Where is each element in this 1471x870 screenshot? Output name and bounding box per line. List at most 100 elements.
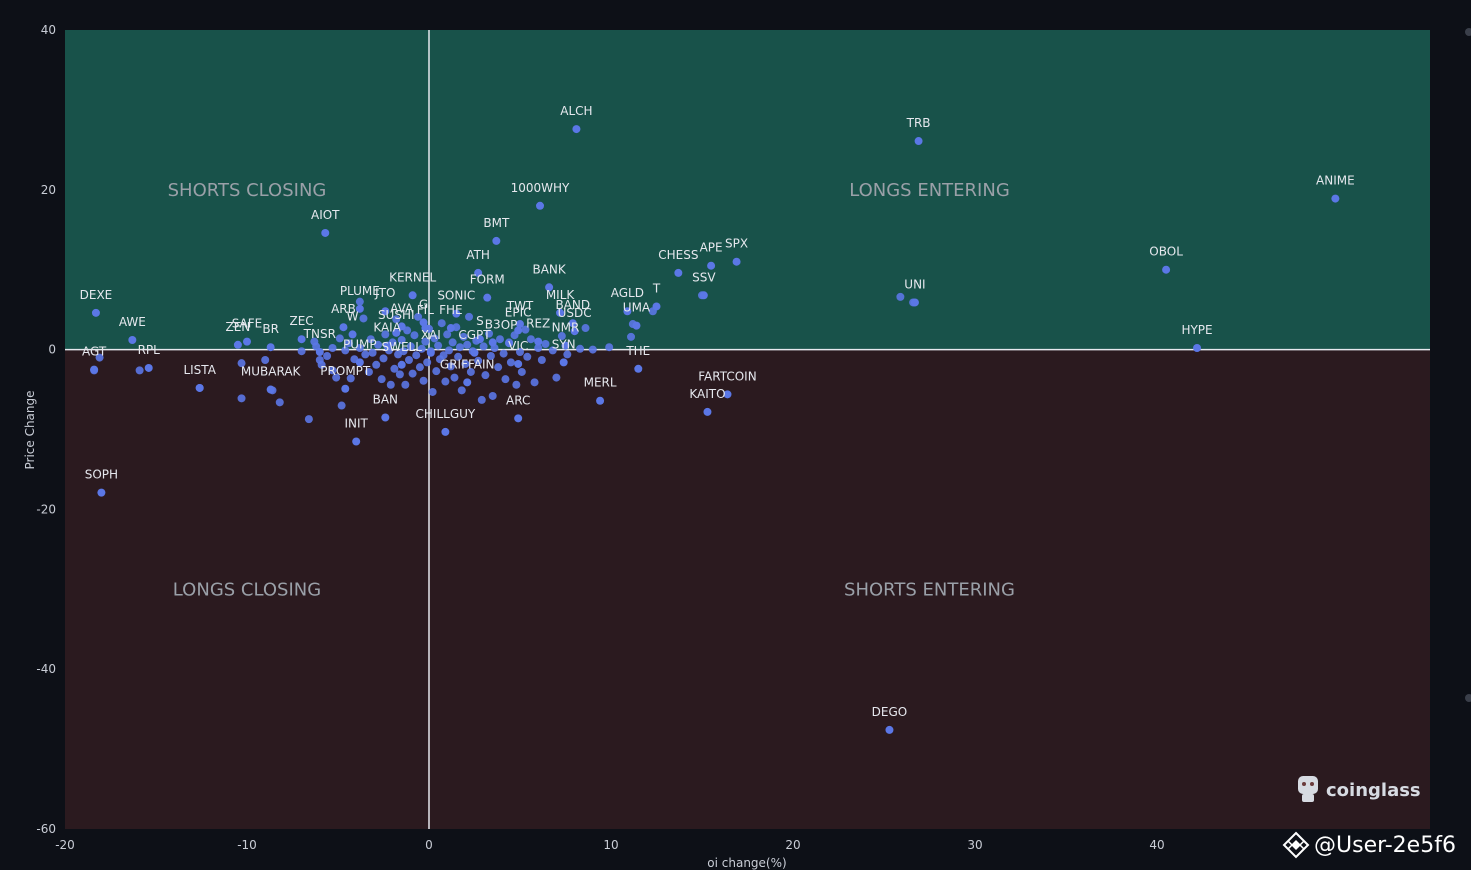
scatter-point[interactable] bbox=[455, 343, 464, 352]
scatter-point-chess[interactable] bbox=[674, 268, 683, 277]
scatter-point-swell[interactable] bbox=[397, 360, 406, 369]
scatter-point-twt[interactable] bbox=[516, 320, 524, 329]
scatter-point[interactable] bbox=[450, 373, 459, 382]
scatter-point-kernel[interactable] bbox=[408, 291, 417, 300]
scatter-point[interactable] bbox=[605, 343, 614, 352]
scatter-point-zec[interactable] bbox=[297, 335, 306, 344]
scatter-point-zen[interactable] bbox=[233, 340, 242, 349]
scatter-point[interactable] bbox=[410, 331, 419, 340]
scatter-point[interactable] bbox=[401, 380, 410, 389]
scatter-point-bmt[interactable] bbox=[492, 236, 501, 245]
scatter-point-fil[interactable] bbox=[421, 324, 430, 333]
scatter-point[interactable] bbox=[581, 324, 590, 333]
scatter-point[interactable] bbox=[428, 387, 437, 396]
scatter-point-griffain[interactable] bbox=[463, 378, 472, 387]
scatter-point-ath[interactable] bbox=[474, 268, 483, 277]
scatter-point[interactable] bbox=[448, 338, 457, 347]
scatter-point[interactable] bbox=[392, 315, 401, 324]
scatter-point[interactable] bbox=[275, 398, 284, 407]
scatter-point-prompt[interactable] bbox=[341, 384, 350, 393]
scatter-point[interactable] bbox=[463, 340, 472, 349]
scatter-point[interactable] bbox=[537, 355, 546, 364]
scatter-point-usdc[interactable] bbox=[570, 327, 579, 336]
scatter-point-uma[interactable] bbox=[632, 321, 641, 330]
scatter-point[interactable] bbox=[516, 347, 524, 356]
scatter-point[interactable] bbox=[377, 375, 386, 384]
scatter-point[interactable] bbox=[372, 360, 381, 369]
scatter-point[interactable] bbox=[135, 366, 144, 375]
scatter-point[interactable] bbox=[412, 351, 421, 360]
scatter-point-anime[interactable] bbox=[1331, 194, 1340, 203]
scatter-point[interactable] bbox=[474, 356, 483, 365]
scatter-point[interactable] bbox=[479, 342, 488, 351]
scatter-point[interactable] bbox=[552, 373, 561, 382]
scatter-point[interactable] bbox=[415, 363, 424, 372]
scatter-point[interactable] bbox=[896, 292, 905, 301]
scatter-point-xai[interactable] bbox=[426, 348, 435, 357]
scatter-point-nmr[interactable] bbox=[561, 341, 570, 350]
scatter-point[interactable] bbox=[366, 335, 375, 344]
scatter-point[interactable] bbox=[397, 336, 406, 345]
scatter-point-uni[interactable] bbox=[910, 298, 919, 307]
scatter-point[interactable] bbox=[355, 344, 364, 353]
scatter-point[interactable] bbox=[457, 386, 466, 395]
scatter-point-b3[interactable] bbox=[488, 338, 497, 347]
scroll-rail[interactable] bbox=[1456, 28, 1471, 708]
scatter-point[interactable] bbox=[486, 351, 495, 360]
scatter-point[interactable] bbox=[576, 344, 585, 353]
scatter-point-kaia[interactable] bbox=[383, 341, 392, 350]
scatter-point[interactable] bbox=[499, 349, 508, 358]
scatter-point[interactable] bbox=[355, 297, 364, 306]
scatter-point-w[interactable] bbox=[348, 330, 357, 339]
scatter-point[interactable] bbox=[430, 334, 439, 343]
scatter-point[interactable] bbox=[588, 345, 597, 354]
scatter-point[interactable] bbox=[432, 367, 441, 376]
scatter-point[interactable] bbox=[419, 376, 428, 385]
scatter-point[interactable] bbox=[459, 332, 468, 341]
scatter-point[interactable] bbox=[417, 344, 426, 353]
scatter-point-form[interactable] bbox=[483, 293, 492, 302]
scatter-point[interactable] bbox=[441, 377, 450, 386]
scroll-down-knob[interactable] bbox=[1465, 694, 1471, 702]
scatter-point[interactable] bbox=[501, 375, 510, 384]
scatter-point[interactable] bbox=[390, 364, 399, 373]
scatter-point-jto[interactable] bbox=[381, 307, 390, 316]
scatter-point-sonic[interactable] bbox=[452, 309, 461, 318]
scatter-point-arc[interactable] bbox=[514, 414, 523, 423]
scatter-point-awe[interactable] bbox=[128, 336, 137, 345]
scatter-point-merl[interactable] bbox=[596, 396, 605, 405]
scatter-point[interactable] bbox=[485, 329, 494, 338]
scatter-point[interactable] bbox=[517, 367, 526, 376]
scatter-point-1000why[interactable] bbox=[536, 201, 545, 210]
scatter-point-op[interactable] bbox=[505, 339, 514, 348]
scatter-point-cgpt[interactable] bbox=[470, 348, 479, 357]
scatter-point[interactable] bbox=[488, 391, 497, 400]
scatter-point-chillguy[interactable] bbox=[441, 427, 450, 436]
scatter-point-br[interactable] bbox=[266, 343, 275, 352]
scatter-point[interactable] bbox=[399, 347, 408, 356]
scatter-point-rez[interactable] bbox=[534, 337, 543, 346]
scatter-point-milk[interactable] bbox=[556, 308, 565, 317]
scatter-point[interactable] bbox=[466, 367, 475, 376]
scatter-point[interactable] bbox=[506, 358, 515, 367]
scatter-point[interactable] bbox=[395, 370, 404, 379]
scatter-point-dego[interactable] bbox=[885, 725, 894, 734]
scatter-point-trb[interactable] bbox=[914, 137, 923, 146]
scatter-point[interactable] bbox=[361, 350, 370, 359]
scatter-point-init[interactable] bbox=[352, 437, 361, 446]
scatter-point-ape[interactable] bbox=[707, 261, 716, 270]
scatter-point[interactable] bbox=[237, 394, 246, 403]
scatter-point-ava[interactable] bbox=[397, 322, 406, 331]
scatter-point[interactable] bbox=[328, 344, 337, 353]
scatter-point-lista[interactable] bbox=[195, 383, 204, 392]
scatter-point[interactable] bbox=[541, 340, 550, 349]
scatter-point[interactable] bbox=[408, 369, 417, 378]
scatter-point-ban[interactable] bbox=[381, 413, 390, 422]
scatter-point[interactable] bbox=[404, 355, 413, 364]
scatter-point[interactable] bbox=[95, 353, 104, 362]
scatter-point-obol[interactable] bbox=[1162, 265, 1171, 274]
scatter-point[interactable] bbox=[346, 374, 355, 383]
scatter-point-soph[interactable] bbox=[97, 488, 106, 497]
scatter-point[interactable] bbox=[461, 359, 470, 368]
scatter-point-s[interactable] bbox=[475, 335, 484, 344]
